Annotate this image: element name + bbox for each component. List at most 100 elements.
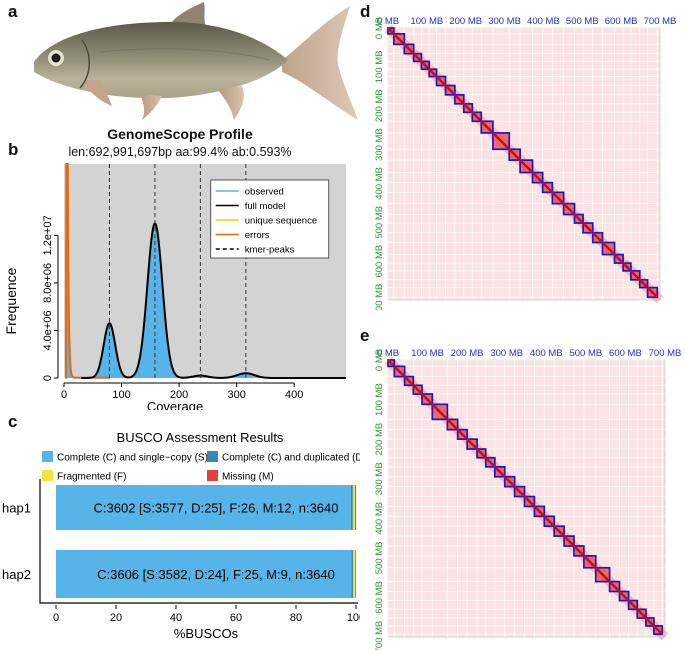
chromosome-boundary [480,120,494,134]
diagonal-signal [523,495,536,508]
x-tick-label: 400 MB [527,16,560,27]
chromosome-boundary [403,375,415,387]
legend-box [210,179,330,259]
x-tick-label: 0 [61,389,67,401]
hic-map-e: 0 MB 100 MB 200 MB 300 MB 400 MB 500 MB 600 MB… [374,348,682,650]
busco-title: BUSCO Assessment Results [117,430,284,445]
chromosome-boundary [541,181,554,194]
y-tick-label: 0 MB [374,349,385,371]
y-tick-label: 400 MB [374,502,385,535]
chromosome-boundary [466,438,478,450]
chromosome-boundary [645,617,655,627]
chromosome-boundary [444,84,456,96]
x-tick-label: 700 MB [644,16,677,27]
busco-chart: BUSCO Assessment Results Complete (C) and… [2,430,360,641]
chromosome-boundary [412,52,423,63]
y-axis-title: Frequence [3,267,19,334]
bar-label: C:3602 [S:3577, D:25], F:26, M:12, n:364… [94,501,339,516]
chromosome-boundary [513,485,526,498]
diagonal-signal [456,428,469,441]
chromosome-boundary [653,625,664,636]
chromosome-boundary [503,475,516,488]
x-tick-label: 700 MB [649,348,682,359]
diagonal-signal [492,132,511,151]
diagonal-signal [453,93,465,105]
chromosome-boundary [523,495,536,508]
diagonal-signal [531,171,544,184]
x-axis-title: Coverage [147,399,203,410]
diagonal-signal [446,418,459,431]
x-tick-label: 500 MB [569,348,602,359]
chromosome-boundary [421,393,434,406]
chromosome-boundary [492,132,511,151]
x-tick-label: 500 MB [566,16,599,27]
x-tick-label: 60 [230,612,242,624]
chromosome-boundary [484,456,496,468]
chromosome-boundary [646,286,659,299]
chromosome-boundary [594,566,611,583]
chromosome-boundary [435,75,447,87]
chromosome-boundary [420,60,431,71]
chromosome-boundary [573,545,585,557]
x-tick-label: 300 MB [490,348,523,359]
panel-label-c: c [8,412,18,431]
diagonal-signal [403,43,415,55]
diagonal-signal [543,515,556,528]
diagonal-signal [645,617,655,627]
diagonal-signal [503,475,516,488]
diagonal-signal [471,111,483,123]
y-tick-label: 400 MB [374,167,385,200]
plot-frame [39,479,358,604]
x-tick-label: 0 MB [377,16,399,27]
diagonal-signal [466,438,478,450]
legend-label: Missing (M) [222,472,274,483]
chromosome-boundary [582,222,594,234]
x-tick-label: 600 MB [609,348,642,359]
diagonal-signal [608,580,621,593]
diagonal-signal [646,286,659,299]
chromosome-boundary [543,515,556,528]
chromosome-boundary [638,278,649,289]
diagonal-signal [412,52,423,63]
diagonal-signal [562,202,576,216]
diagonal-signal [480,120,494,134]
y-tick-label: 100 MB [374,50,385,83]
chromosome-boundary [551,191,565,205]
diagonal-signal [533,505,546,518]
diagonal-signal [622,262,632,272]
genomescope-chart: 0 4.0e+06 8.0e+06 1.2e+07 0 100 200 300 400 Cover… [3,163,346,410]
chromosome-boundary [392,32,406,46]
y-tick-label: 1.2e+07 [42,215,54,255]
diagonal-signal [484,456,496,468]
chromosome-boundary [601,241,616,256]
diagonal-signal [638,278,649,289]
chromosome-boundary [618,590,630,602]
y-tick-label: 500 MB [374,206,385,239]
chromosome-boundary [573,213,584,224]
chromosome-boundary [519,159,534,174]
chromosome-boundary [508,148,521,161]
legend-swatch [42,451,53,462]
diagonal-signal [601,241,616,256]
bar-segment [355,550,357,598]
panel-label-e: e [360,326,370,345]
diagonal-signal [594,566,611,583]
x-tick-label: 0 MB [377,348,399,359]
x-tick-label: 100 [112,389,130,401]
diagonal-signal [636,608,647,619]
diagonal-signal [573,213,584,224]
chromosome-boundary [627,599,639,611]
bar-segment [351,550,354,598]
chromosome-boundary [412,384,423,395]
chromosome-boundary [431,403,449,421]
bar-segment [355,485,356,530]
diagonal-signal [444,84,456,96]
diagonal-signal [541,181,554,194]
category-label: hap1 [2,501,31,516]
legend-label: observed [245,187,284,198]
diagonal-signal [613,253,624,264]
chromosome-boundary [562,202,576,216]
diagonal-signal [629,269,641,281]
y-tick-label: 200 MB [374,423,385,456]
panel-label-a: a [8,2,18,21]
